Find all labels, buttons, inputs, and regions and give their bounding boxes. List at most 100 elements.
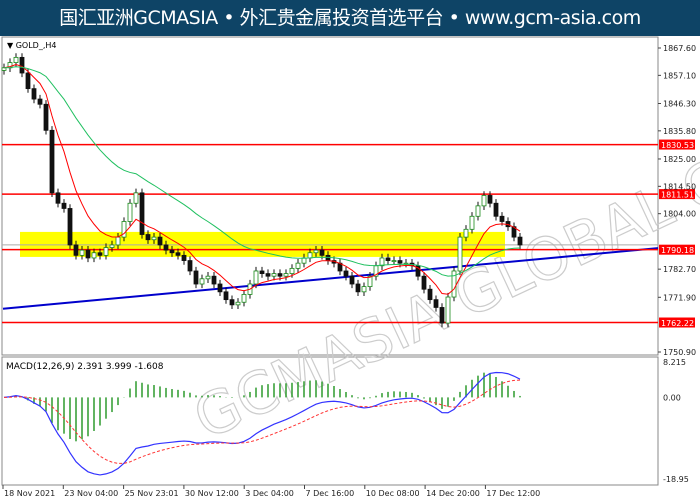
candle (259, 270, 265, 274)
y-tick-label: 1857.10 (663, 71, 696, 80)
candle (103, 247, 109, 256)
candle (67, 208, 73, 246)
candle (295, 262, 301, 269)
candle (91, 252, 97, 259)
x-tick-label: 30 Nov 12:00 (185, 489, 239, 498)
candle (271, 273, 277, 277)
x-tick-label: 14 Dec 20:00 (426, 489, 480, 498)
x-tick-label: 10 Dec 08:00 (366, 489, 420, 498)
x-tick-label: 7 Dec 16:00 (306, 489, 355, 498)
candle (463, 228, 469, 238)
candle (511, 226, 517, 238)
candle (139, 192, 145, 235)
candle (379, 257, 385, 267)
macd-label: MACD(12,26,9) 2.391 3.999 -1.608 (6, 362, 164, 372)
candle (313, 249, 319, 254)
candle (13, 56, 19, 63)
candle (451, 270, 457, 298)
candle (277, 273, 283, 277)
candle (475, 205, 481, 217)
candle (19, 56, 25, 74)
candle (193, 270, 199, 285)
candle (427, 288, 433, 301)
symbol-label: ▼ GOLD_,H4 (7, 41, 56, 50)
brand-banner: 国汇亚洲GCMASIA • 外汇贵金属投资首选平台 • www.gcm-asia… (0, 0, 700, 36)
candle (133, 192, 139, 204)
candle (307, 252, 313, 259)
candle (385, 257, 391, 261)
level-label: 1790.18 (661, 246, 694, 255)
candle (367, 275, 373, 288)
candle (469, 215, 475, 230)
moving-average-line (3, 66, 521, 277)
candle (433, 299, 439, 308)
candle (79, 249, 85, 256)
candle (37, 98, 43, 105)
candle (157, 236, 163, 246)
candle (31, 88, 37, 100)
candle (397, 260, 403, 264)
price-chart[interactable]: ▼ GOLD_,H4 MACD(12,26,9) 2.391 3.999 -1.… (0, 36, 700, 500)
candle (229, 299, 235, 306)
candle (415, 265, 421, 277)
candle (265, 273, 271, 277)
level-label: 1830.53 (661, 141, 694, 150)
candle (493, 202, 499, 217)
macd-y-tick-label: -18.95 (663, 475, 689, 484)
candle (187, 260, 193, 272)
candle (181, 254, 187, 261)
candle (73, 244, 79, 256)
candle (145, 234, 151, 241)
macd-panel (1, 356, 659, 486)
macd-y-tick-label: 0.00 (663, 393, 681, 402)
candle (49, 129, 55, 194)
candle (223, 291, 229, 301)
level-label-bg (659, 139, 695, 150)
candle (127, 202, 133, 222)
y-tick-label: 1835.80 (663, 127, 696, 136)
candle (235, 301, 241, 306)
candle (151, 236, 157, 241)
candle (487, 195, 493, 204)
candle (361, 286, 367, 293)
candle (517, 236, 523, 246)
candle (499, 215, 505, 222)
trendline (2, 247, 659, 310)
x-tick-label: 18 Nov 2021 (4, 489, 55, 498)
candle (253, 270, 259, 285)
candle (115, 236, 121, 246)
x-tick-label: 17 Dec 12:00 (486, 489, 540, 498)
candle (169, 249, 175, 254)
candle (55, 192, 61, 204)
candle (43, 103, 49, 131)
macd-line (3, 371, 521, 476)
candle (445, 296, 451, 324)
candle (457, 236, 463, 272)
candle (217, 283, 223, 293)
y-tick-label: 1804.00 (663, 210, 696, 219)
candle (301, 257, 307, 264)
candle (97, 252, 103, 256)
y-tick-label: 1814.50 (663, 182, 696, 191)
candle (481, 195, 487, 207)
x-tick-label: 23 Nov 04:00 (64, 489, 118, 498)
candle (343, 270, 349, 277)
candle (241, 294, 247, 303)
y-tick-label: 1867.60 (663, 44, 696, 53)
price-panel-frame (1, 36, 659, 356)
y-tick-label: 1782.70 (663, 265, 696, 274)
y-tick-label: 1825.00 (663, 155, 696, 164)
candle (199, 278, 205, 285)
candle (211, 275, 217, 285)
y-tick-label: 1771.90 (663, 293, 696, 302)
level-label-bg (659, 244, 695, 255)
candle (289, 267, 295, 274)
candle (319, 249, 325, 256)
candle (205, 275, 211, 280)
candle (421, 275, 427, 290)
candle (1, 67, 7, 71)
candle (85, 249, 91, 259)
y-tick-label: 1750.90 (663, 348, 696, 357)
macd-signal-line (3, 379, 521, 464)
x-tick-label: 25 Nov 23:01 (125, 489, 179, 498)
